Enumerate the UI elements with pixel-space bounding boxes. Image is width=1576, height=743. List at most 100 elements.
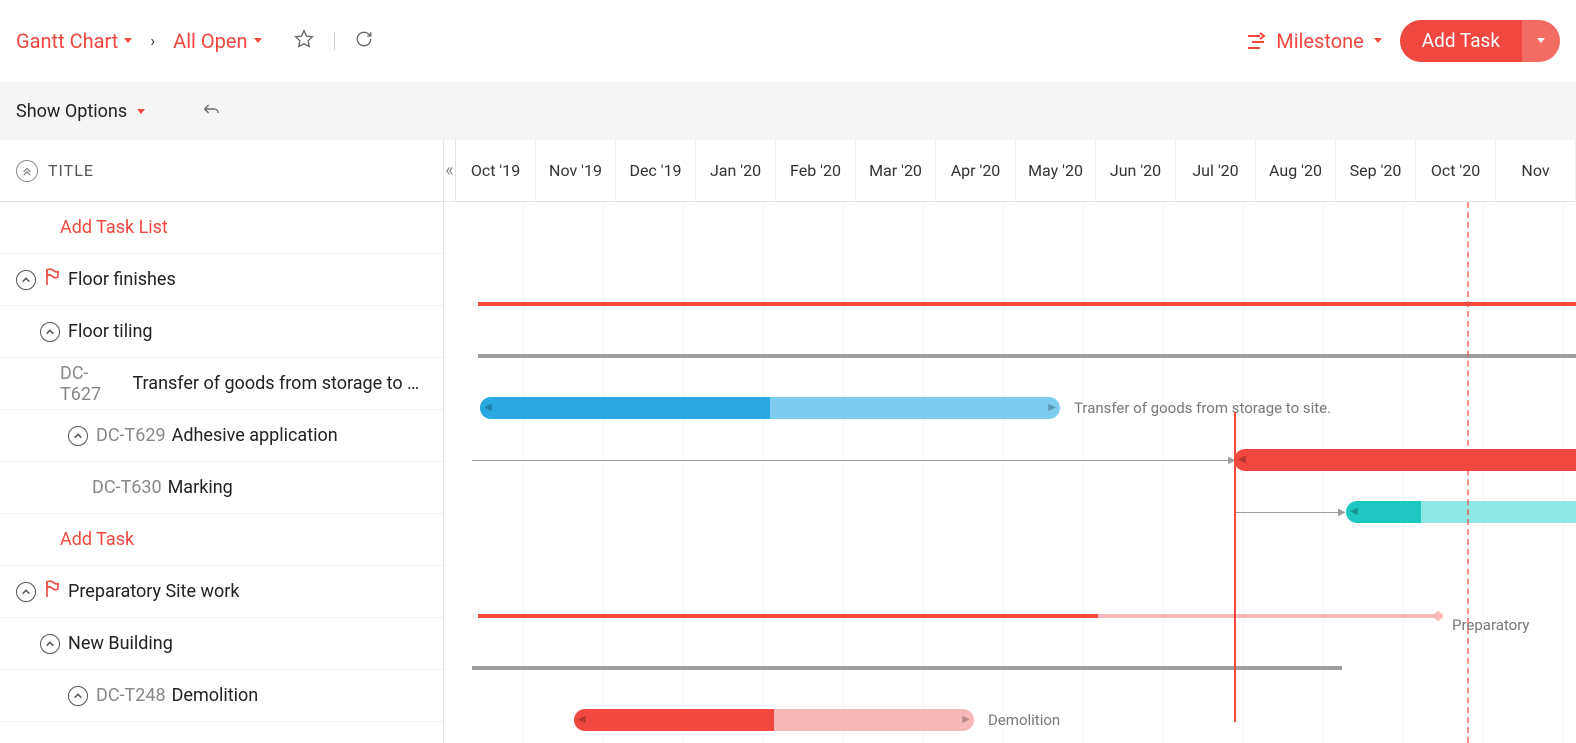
collapse-icon[interactable] bbox=[16, 582, 36, 602]
gantt-months: Oct '19Nov '19Dec '19Jan '20Feb '20Mar '… bbox=[456, 140, 1576, 201]
tree-link-row[interactable]: Add Task List bbox=[0, 202, 443, 254]
month-cell: Apr '20 bbox=[936, 140, 1016, 201]
sidebar-header: TITLE bbox=[0, 140, 443, 202]
tree-task-row[interactable]: DC-T630 Marking bbox=[0, 462, 443, 514]
month-cell: Sep '20 bbox=[1336, 140, 1416, 201]
filter-label: All Open bbox=[173, 29, 247, 53]
gantt-row bbox=[444, 278, 1576, 330]
gantt-scroll-back[interactable] bbox=[444, 140, 456, 201]
chevron-left-double-icon bbox=[445, 160, 453, 181]
gantt-header: Oct '19Nov '19Dec '19Jan '20Feb '20Mar '… bbox=[444, 140, 1576, 202]
gantt-row bbox=[444, 538, 1576, 590]
options-bar: Show Options bbox=[0, 82, 1576, 140]
chevron-down-icon bbox=[1537, 38, 1545, 43]
tree-task-row[interactable]: DC-T627 Transfer of goods from storage to… bbox=[0, 358, 443, 410]
month-cell: Jul '20 bbox=[1176, 140, 1256, 201]
task-bar[interactable]: ◀▶ bbox=[1346, 501, 1576, 523]
critical-line bbox=[1234, 412, 1236, 722]
task-label: Marking bbox=[168, 477, 233, 498]
resize-left-icon[interactable]: ◀ bbox=[484, 402, 492, 413]
month-cell: Mar '20 bbox=[856, 140, 936, 201]
task-label: Adhesive application bbox=[172, 425, 338, 446]
sidebar: TITLE Add Task List Floor finishes Floor t… bbox=[0, 140, 444, 743]
resize-right-icon[interactable]: ▶ bbox=[962, 714, 970, 725]
collapse-icon[interactable] bbox=[68, 686, 88, 706]
task-bar[interactable]: ◀▶Demolition bbox=[574, 709, 974, 731]
gantt-row bbox=[444, 226, 1576, 278]
undo-icon[interactable] bbox=[201, 101, 221, 121]
tree-group-row[interactable]: Floor finishes bbox=[0, 254, 443, 306]
month-cell: Oct '19 bbox=[456, 140, 536, 201]
tree-group-row[interactable]: Preparatory Site work bbox=[0, 566, 443, 618]
task-label: Demolition bbox=[172, 685, 259, 706]
collapse-icon[interactable] bbox=[16, 270, 36, 290]
tree-link-row[interactable]: Add Task bbox=[0, 514, 443, 566]
chevron-down-icon bbox=[254, 38, 262, 43]
task-id: DC-T248 bbox=[96, 685, 166, 706]
gantt-row: Preparatory bbox=[444, 590, 1576, 642]
view-label: Gantt Chart bbox=[16, 29, 118, 53]
gantt-row: ◀▶▶ bbox=[444, 486, 1576, 538]
task-id: DC-T630 bbox=[92, 477, 162, 498]
tree-group-row[interactable]: Floor tiling bbox=[0, 306, 443, 358]
resize-left-icon[interactable]: ◀ bbox=[1350, 506, 1358, 517]
summary-bar[interactable]: Preparatory bbox=[478, 614, 1438, 618]
gantt-body: ◀▶Transfer of goods from storage to site… bbox=[444, 202, 1576, 743]
today-line bbox=[1467, 202, 1469, 743]
view-selector[interactable]: Gantt Chart bbox=[16, 29, 132, 53]
dependency-line bbox=[1234, 512, 1344, 513]
month-cell: Nov '19 bbox=[536, 140, 616, 201]
summary-bar[interactable] bbox=[478, 302, 1576, 306]
group-label: New Building bbox=[68, 633, 173, 654]
flag-icon bbox=[44, 580, 60, 603]
task-bar[interactable]: ◀▶ bbox=[1234, 449, 1576, 471]
task-bar[interactable]: ◀▶Transfer of goods from storage to site… bbox=[480, 397, 1060, 419]
month-cell: Dec '19 bbox=[616, 140, 696, 201]
group-label: Floor finishes bbox=[68, 269, 176, 290]
tree-task-row[interactable]: DC-T629Adhesive application bbox=[0, 410, 443, 462]
tree-group-row[interactable]: New Building bbox=[0, 618, 443, 670]
group-label: Preparatory Site work bbox=[68, 581, 239, 602]
dependency-line bbox=[472, 460, 1234, 461]
summary-label: Preparatory bbox=[1452, 616, 1530, 634]
add-link[interactable]: Add Task List bbox=[60, 217, 168, 238]
gantt-row: ◀▶Demolition bbox=[444, 694, 1576, 743]
month-cell: Jan '20 bbox=[696, 140, 776, 201]
gantt-row bbox=[444, 642, 1576, 694]
title-column-label: TITLE bbox=[48, 161, 94, 180]
resize-left-icon[interactable]: ◀ bbox=[1238, 454, 1246, 465]
task-id: DC-T627 bbox=[60, 363, 126, 405]
month-cell: Aug '20 bbox=[1256, 140, 1336, 201]
summary-bar[interactable] bbox=[472, 666, 1342, 670]
add-link[interactable]: Add Task bbox=[60, 529, 134, 550]
milestone-label: Milestone bbox=[1276, 29, 1364, 53]
chevron-down-icon bbox=[137, 109, 145, 114]
collapse-icon[interactable] bbox=[40, 634, 60, 654]
gantt-row bbox=[444, 330, 1576, 382]
topbar: Gantt Chart › All Open Milestone Add Tas… bbox=[0, 0, 1576, 82]
divider bbox=[334, 32, 335, 50]
collapse-all-icon[interactable] bbox=[16, 160, 38, 182]
chevron-down-icon bbox=[124, 38, 132, 43]
collapse-icon[interactable] bbox=[68, 426, 88, 446]
collapse-icon[interactable] bbox=[40, 322, 60, 342]
month-cell: Oct '20 bbox=[1416, 140, 1496, 201]
refresh-icon[interactable] bbox=[351, 26, 377, 56]
milestone-button[interactable]: Milestone bbox=[1246, 29, 1382, 53]
filter-selector[interactable]: All Open bbox=[173, 29, 261, 53]
resize-right-icon[interactable]: ▶ bbox=[1048, 402, 1056, 413]
breadcrumb: Gantt Chart › All Open bbox=[16, 25, 377, 57]
bar-label: Transfer of goods from storage to site. bbox=[1074, 399, 1331, 417]
star-icon[interactable] bbox=[290, 25, 318, 57]
add-task-dropdown[interactable] bbox=[1522, 20, 1560, 62]
summary-bar[interactable] bbox=[478, 354, 1576, 358]
gantt-rows: ◀▶Transfer of goods from storage to site… bbox=[444, 202, 1576, 743]
resize-left-icon[interactable]: ◀ bbox=[578, 714, 586, 725]
gantt-row: ◀ ▶ Transfer of goods from storage to site… bbox=[444, 382, 1576, 434]
month-cell: Feb '20 bbox=[776, 140, 856, 201]
tree-task-row[interactable]: DC-T248 Demolition bbox=[0, 670, 443, 722]
add-task-button[interactable]: Add Task bbox=[1400, 20, 1560, 62]
task-label: Transfer of goods from storage to site. bbox=[132, 373, 427, 394]
month-cell: May '20 bbox=[1016, 140, 1096, 201]
show-options-button[interactable]: Show Options bbox=[16, 101, 145, 122]
